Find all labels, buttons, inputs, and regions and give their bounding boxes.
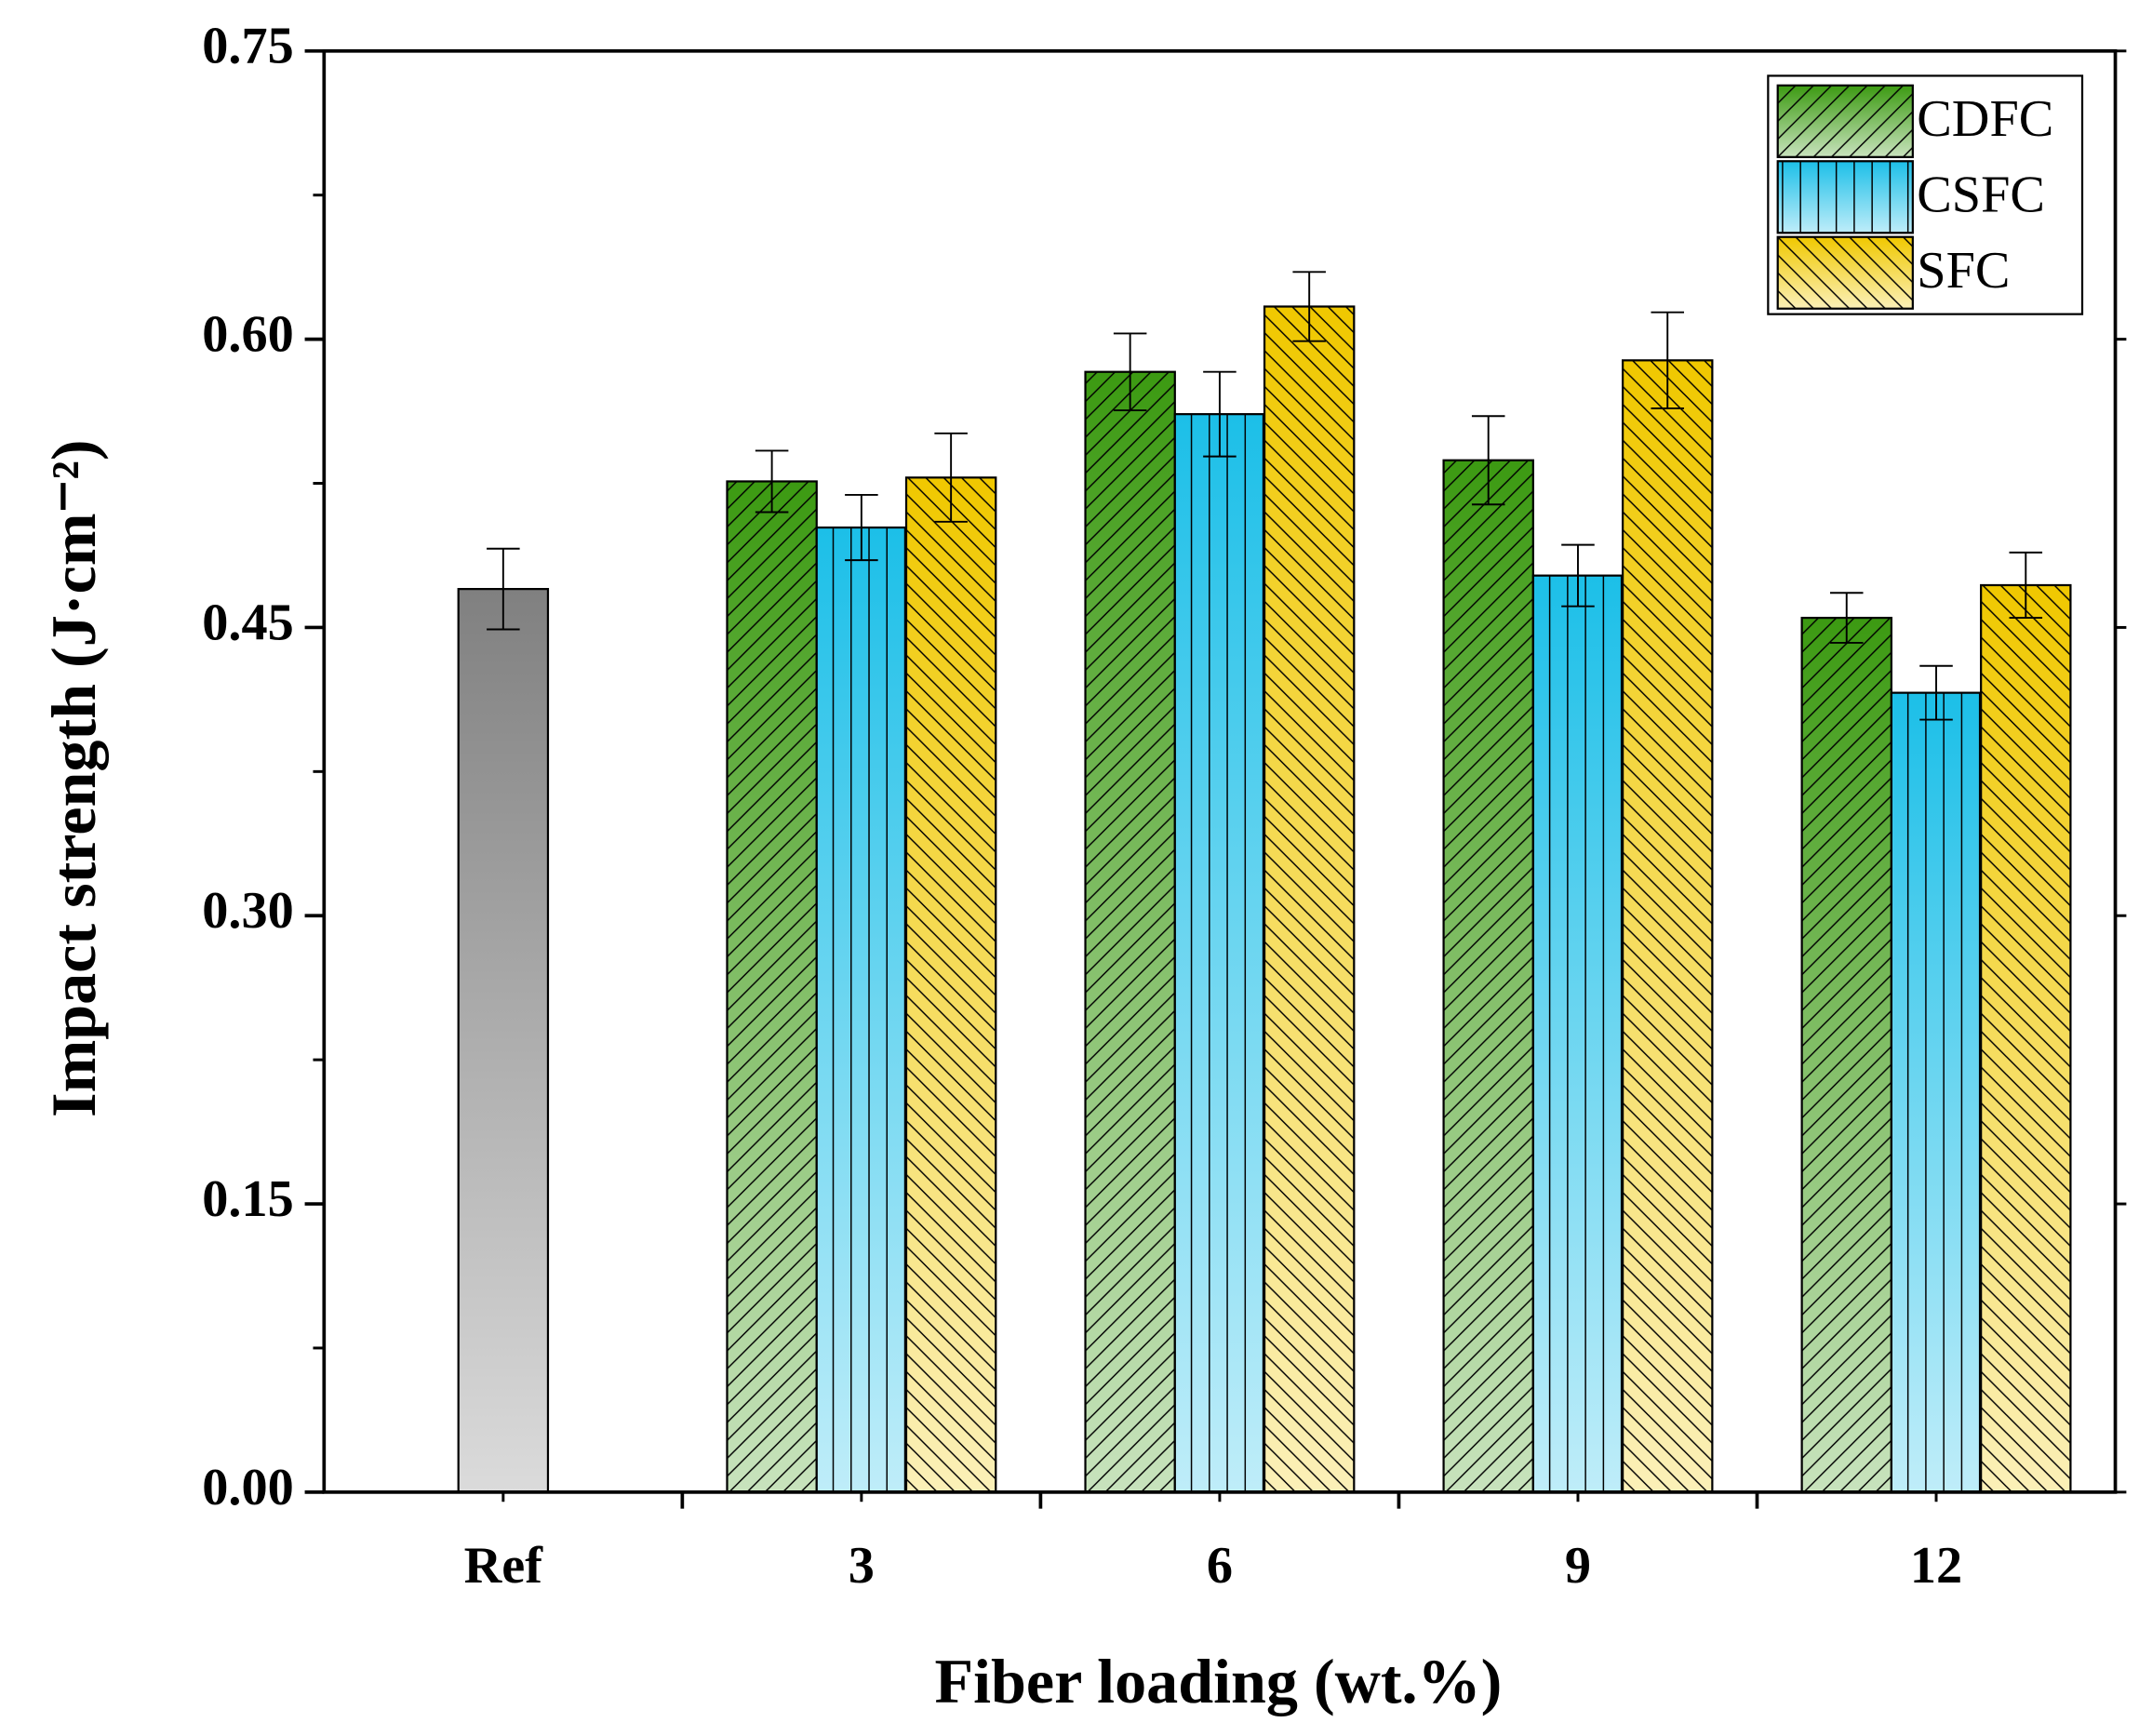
bar-hatch <box>1085 371 1175 1492</box>
bar-hatch <box>1623 360 1713 1492</box>
bar-hatch <box>1891 692 1982 1492</box>
y-tick-label: 0.00 <box>202 1459 293 1516</box>
error-bar <box>755 449 789 514</box>
x-tick-label: 6 <box>1207 1537 1233 1595</box>
error-bar <box>1292 271 1326 342</box>
y-tick-label: 0.60 <box>202 306 293 364</box>
error-bar <box>1829 592 1864 644</box>
error-bar <box>1113 332 1147 411</box>
error-bar <box>845 493 878 562</box>
legend-label: CDFC <box>1917 90 2053 148</box>
error-bar <box>934 432 968 523</box>
bar <box>457 588 550 1493</box>
error-bar <box>1471 415 1505 506</box>
x-tick-label: 12 <box>1910 1537 1962 1595</box>
bar-hatch <box>816 527 907 1492</box>
x-axis-title: Fiber loading (wt.%) <box>935 1646 1503 1716</box>
y-tick-label: 0.30 <box>202 882 293 940</box>
legend-label: SFC <box>1917 242 2010 300</box>
bar-hatch <box>1443 460 1533 1492</box>
x-tick-label: 9 <box>1565 1537 1591 1595</box>
bar-hatch <box>1801 618 1892 1492</box>
legend-label: CSFC <box>1917 167 2045 224</box>
bar-hatch <box>727 481 817 1492</box>
legend-swatch-hatch <box>1777 236 1913 309</box>
legend-swatch-hatch <box>1777 85 1913 157</box>
bar-hatch <box>906 477 996 1492</box>
x-tick-label: Ref <box>464 1537 544 1595</box>
y-axis-title: Impact strength (J·cm⁻²) <box>38 439 109 1117</box>
error-bar <box>1651 311 1685 409</box>
bar-hatch <box>1532 575 1624 1492</box>
y-tick-label: 0.75 <box>202 18 293 75</box>
error-bar <box>1561 543 1595 608</box>
legend-swatch-hatch <box>1777 161 1913 234</box>
bar-hatch <box>1264 306 1355 1492</box>
y-tick-label: 0.45 <box>202 594 293 651</box>
bar-hatch <box>1174 414 1265 1492</box>
error-bar <box>1203 370 1237 458</box>
error-bar <box>2009 551 2043 620</box>
bar-hatch <box>1981 584 2071 1492</box>
x-tick-label: 3 <box>849 1537 875 1595</box>
error-bar <box>487 547 520 631</box>
y-tick-label: 0.15 <box>202 1170 293 1228</box>
error-bar <box>1919 664 1953 721</box>
